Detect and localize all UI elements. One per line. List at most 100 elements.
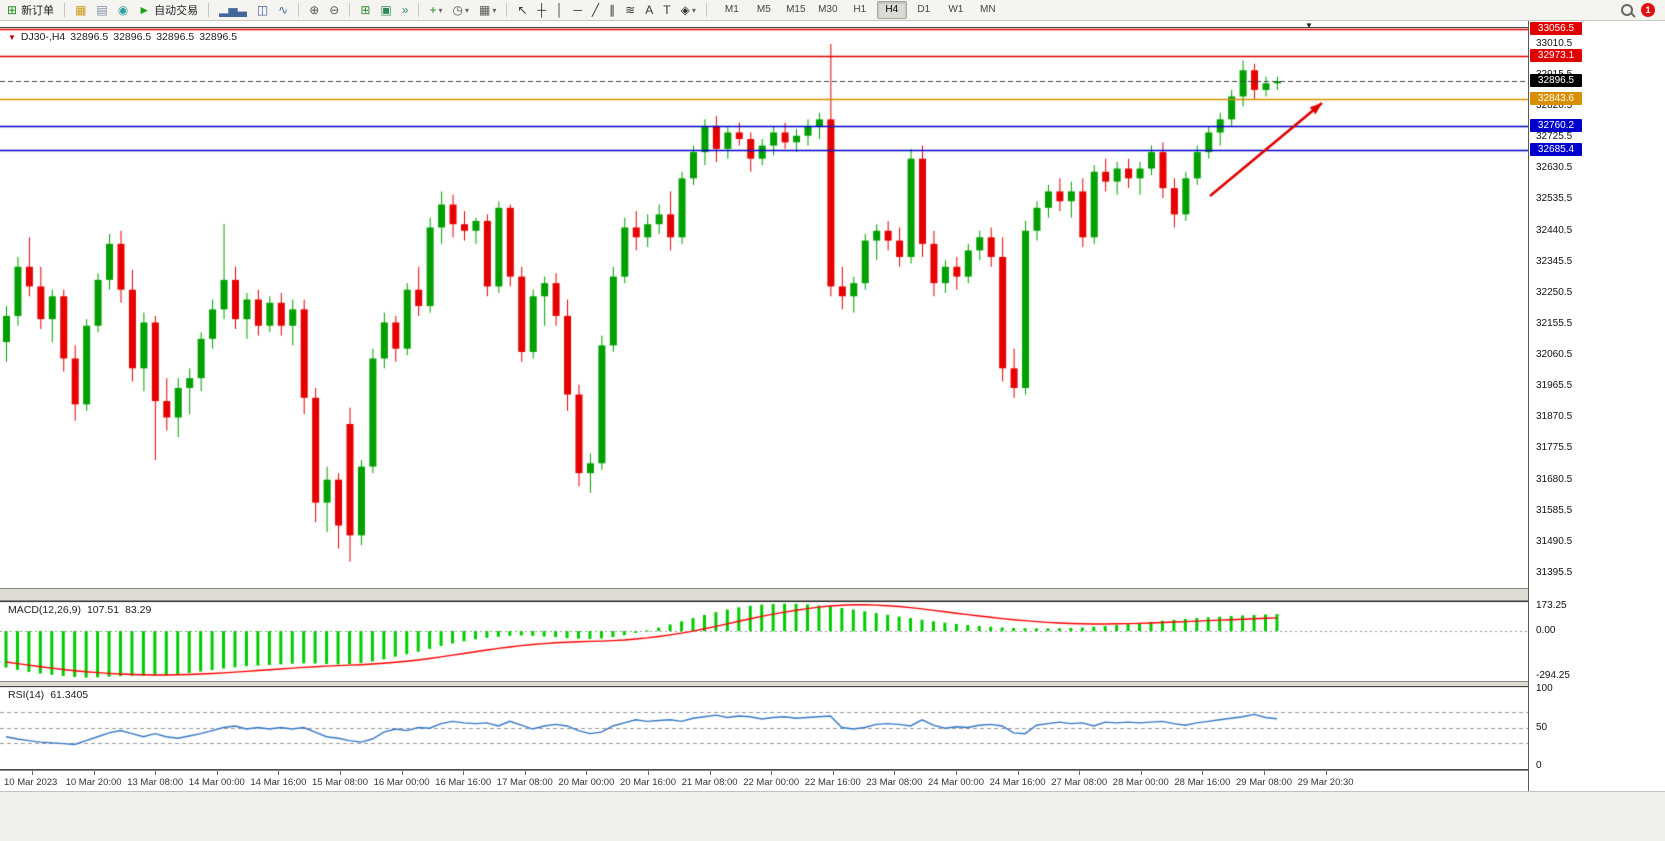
add-indicator-button: + (429, 3, 437, 17)
price-axis-label: 32250.5 (1536, 286, 1573, 298)
macd-panel-canvas[interactable] (0, 601, 1528, 681)
macd-panel-splitter[interactable] (0, 588, 1528, 601)
chart-high-value: 32896.5 (113, 31, 152, 43)
cascade-windows-icon[interactable]: ▣ (375, 0, 396, 20)
timeframe-w1[interactable]: W1 (948, 4, 964, 15)
add-indicator-button[interactable]: + ▾ (424, 0, 447, 20)
price-axis-label: 33010.5 (1536, 37, 1573, 49)
timeframe-m15[interactable]: M15 (786, 4, 806, 15)
chart-symbol-period: DJ30-,H4 (20, 31, 66, 43)
channel-tool-icon[interactable]: ∥ (604, 0, 620, 20)
chart-low-value: 32896.5 (156, 31, 195, 43)
templates-button[interactable]: ▦ ▾ (474, 0, 501, 20)
chart-shift-marker-icon[interactable]: ▼ (1305, 21, 1313, 30)
time-tick (401, 771, 403, 775)
time-axis-label: 14 Mar 16:00 (250, 777, 307, 788)
toolbar-right: 1 (1621, 3, 1665, 17)
autotrading-button: ► (138, 3, 151, 17)
tools-group: ↖ ┼ │ ─ ╱ ∥ ≋ A T ◈ ▾ (510, 0, 703, 20)
insert-group: + ▾ ◷ ▾ ▦ ▾ (422, 0, 503, 20)
time-axis-label: 13 Mar 08:00 (127, 777, 184, 788)
time-tick (956, 771, 957, 775)
timeframe-m5[interactable]: M5 (756, 4, 771, 15)
rsi-header: RSI(14) 61.3405 (8, 689, 88, 701)
time-tick (832, 771, 834, 775)
rsi-panel-canvas[interactable] (0, 686, 1528, 769)
time-tick (1325, 771, 1327, 775)
bar-chart-icon[interactable]: ▂▅▃ (214, 0, 252, 20)
toolbar-separator (64, 3, 66, 17)
macd-axis-label: -294.25 (1536, 670, 1570, 681)
new-order-button[interactable]: ⊞ 新订单 (2, 0, 59, 20)
time-tick (1140, 771, 1142, 775)
text-tool-icon[interactable]: A (640, 0, 658, 20)
timeframe-bar: M1 M5 M15 M30 H1 H4 D1 W1 MN (716, 1, 1004, 19)
time-tick (278, 771, 280, 775)
macd-header: MACD(12,26,9) 107.51 83.29 (8, 604, 151, 616)
periods-button[interactable]: ◷ ▾ (447, 0, 474, 20)
rsi-axis-label: 100 (1536, 683, 1553, 694)
cursor-tool-icon[interactable]: ↖ (512, 0, 532, 20)
fibonacci-tool-icon[interactable]: ≋ (620, 0, 640, 20)
cascade-windows-icon: ▣ (380, 3, 392, 17)
toolbar: ⊞ 新订单 ▦ ▤ ◉ ► 自动交易 ▂▅▃ ◫ ∿ ⊕ ⊖ ⊞ ▣» + ▾ ◷ ▾ ▦ ▾ ↖ ┼ │ ─ ╱ ∥ ≋ A T ◈ ▾ … (0, 0, 1665, 21)
macd-title: MACD(12,26,9) (8, 604, 81, 616)
periods-button: ◷ (452, 3, 463, 17)
crosshair-tool-icon[interactable]: ┼ (532, 0, 551, 20)
price-axis-label: 32060.5 (1536, 349, 1573, 361)
time-axis[interactable]: 10 Mar 2023 10 Mar 20:00 13 Mar 08:00 14 Ma… (0, 770, 1528, 792)
timeframe-mn[interactable]: MN (980, 4, 996, 15)
trendline-tool-icon[interactable]: ╱ (587, 0, 604, 20)
time-axis-label: 17 Mar 08:00 (496, 777, 553, 788)
chart-shift-icon: » (401, 3, 409, 17)
time-axis-label: 29 Mar 20:30 (1297, 777, 1354, 788)
price-scale[interactable]: 33010.532915.532820.532725.532630.532535… (1528, 21, 1665, 791)
timeframe-h4[interactable]: H4 (876, 1, 907, 19)
price-axis-label: 32345.5 (1536, 255, 1573, 267)
search-icon[interactable] (1621, 4, 1633, 16)
rsi-axis-label: 0 (1536, 760, 1542, 771)
macd-axis-label: 0.00 (1536, 625, 1556, 637)
chart-header: ▼ DJ30-,H4 32896.5 32896.5 32896.5 32896… (8, 31, 237, 43)
shapes-tool-icon: ◈ (680, 3, 690, 17)
timeframe-d1[interactable]: D1 (917, 4, 931, 15)
time-axis-label: 29 Mar 08:00 (1236, 777, 1292, 788)
account-group: ▦ ▤ ◉ ► 自动交易 (68, 0, 205, 20)
time-axis-label: 15 Mar 08:00 (312, 777, 368, 788)
time-axis-label: 10 Mar 2023 (4, 777, 58, 788)
zoom-in-icon: ⊕ (309, 3, 320, 17)
shapes-tool-icon[interactable]: ◈ ▾ (676, 0, 701, 20)
timeframe-m1[interactable]: M1 (724, 4, 739, 15)
notification-badge[interactable]: 1 (1641, 3, 1655, 17)
label-tool-icon[interactable]: T (658, 0, 675, 20)
line-chart-icon: ∿ (278, 3, 289, 17)
candlestick-chart-icon: ◫ (256, 3, 269, 17)
main-chart-canvas[interactable] (0, 28, 1528, 588)
vertical-line-tool-icon[interactable]: │ (551, 0, 569, 20)
timeframe-h1[interactable]: H1 (853, 4, 867, 15)
macd-signal-value: 83.29 (125, 604, 152, 616)
autotrading-button[interactable]: ► 自动交易 (133, 0, 203, 20)
toolbar-separator (208, 3, 210, 17)
time-tick (586, 771, 588, 775)
line-chart-icon[interactable]: ∿ (273, 0, 293, 20)
zoom-in-icon[interactable]: ⊕ (304, 0, 324, 20)
toolbar-separator (506, 3, 508, 17)
macd-main-value: 107.51 (86, 604, 120, 616)
zoom-out-icon[interactable]: ⊖ (324, 0, 344, 20)
tile-windows-icon[interactable]: ⊞ (355, 0, 375, 20)
chart-shift-icon[interactable]: » (397, 0, 414, 20)
profile-icon: ▤ (96, 3, 108, 17)
charts-stack-icon[interactable]: ▦ (70, 0, 91, 20)
time-axis-label: 16 Mar 16:00 (435, 777, 492, 788)
autotrading-button-label: 自动交易 (154, 5, 199, 17)
timeframe-m30[interactable]: M30 (818, 4, 838, 15)
candlestick-chart-icon[interactable]: ◫ (252, 0, 273, 20)
profile-icon[interactable]: ▤ (91, 0, 112, 20)
horizontal-line-tool-icon[interactable]: ─ (568, 0, 587, 20)
time-axis-label: 28 Mar 16:00 (1174, 777, 1231, 788)
macd-axis-label: 173.25 (1536, 600, 1567, 611)
chevron-down-icon: ▾ (464, 5, 469, 15)
toolbar-separator (298, 3, 300, 17)
news-icon[interactable]: ◉ (113, 0, 133, 20)
